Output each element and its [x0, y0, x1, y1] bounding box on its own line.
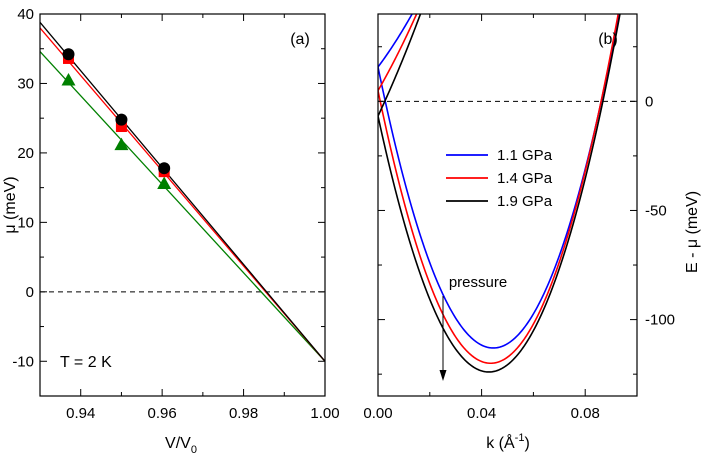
plot-frame [39, 13, 326, 397]
y-axis-label: μ (meV) [2, 176, 19, 233]
panel-label-a: (a) [290, 31, 310, 48]
data-point-triangle [114, 137, 129, 151]
y-axis-label: E - μ (meV) [684, 191, 701, 273]
band-curve [378, 14, 621, 373]
x-tick-label: 0.08 [571, 405, 600, 422]
x-tick-label: 0.94 [66, 405, 95, 422]
y-tick-label: 30 [17, 75, 34, 92]
data-point-circle [62, 48, 75, 61]
panel-b: 0.00 0.04 0.08 -100 -50 0 (b) 1.1 GPa 1.4 GPa 1.9… [363, 13, 701, 452]
x-axis-label: V/V0 [165, 435, 197, 456]
pressure-arrow-head [439, 370, 447, 381]
data-point-triangle [157, 176, 172, 189]
x-tick-label: 0.96 [148, 405, 177, 422]
fit-line [39, 21, 326, 362]
data-point-circle [158, 162, 171, 175]
band-branch-curve [378, 14, 418, 92]
band-branch-curve [378, 14, 422, 117]
x-tick-label: 0.04 [467, 405, 496, 422]
data-point-triangle [61, 72, 76, 86]
y-tick-label: 40 [17, 6, 34, 23]
y-tick-label: 10 [17, 214, 34, 231]
y-tick-label: -10 [12, 353, 34, 370]
y-tick-label: 0 [645, 93, 653, 110]
y-tick-label: 0 [26, 284, 34, 301]
panel-a: 0.94 0.96 0.98 1.00 -10 0 10 20 30 40 (a) T = 2 K V/… [2, 6, 340, 456]
legend-label: 1.4 GPa [497, 170, 553, 187]
y-tick-label: -50 [645, 202, 667, 219]
x-tick-label: 0.00 [363, 405, 392, 422]
fit-line [39, 51, 326, 362]
curves [378, 14, 621, 373]
y-tick-label: 20 [17, 145, 34, 162]
x-tick-label: 1.00 [310, 405, 339, 422]
x-axis-label: k (Å-1) [486, 432, 530, 452]
legend-label: 1.9 GPa [497, 193, 553, 210]
data-point-square [115, 121, 127, 133]
temperature-annotation: T = 2 K [60, 354, 112, 371]
legend-label: 1.1 GPa [497, 147, 553, 164]
pressure-annotation: pressure [449, 274, 507, 291]
data-point-circle [115, 113, 128, 126]
x-tick-label: 0.98 [229, 405, 258, 422]
panel-label-b: (b) [598, 31, 618, 48]
y-tick-label: -100 [645, 312, 675, 329]
band-branch-curve [378, 14, 413, 68]
band-curve [378, 14, 620, 365]
plot-frame [377, 13, 638, 397]
